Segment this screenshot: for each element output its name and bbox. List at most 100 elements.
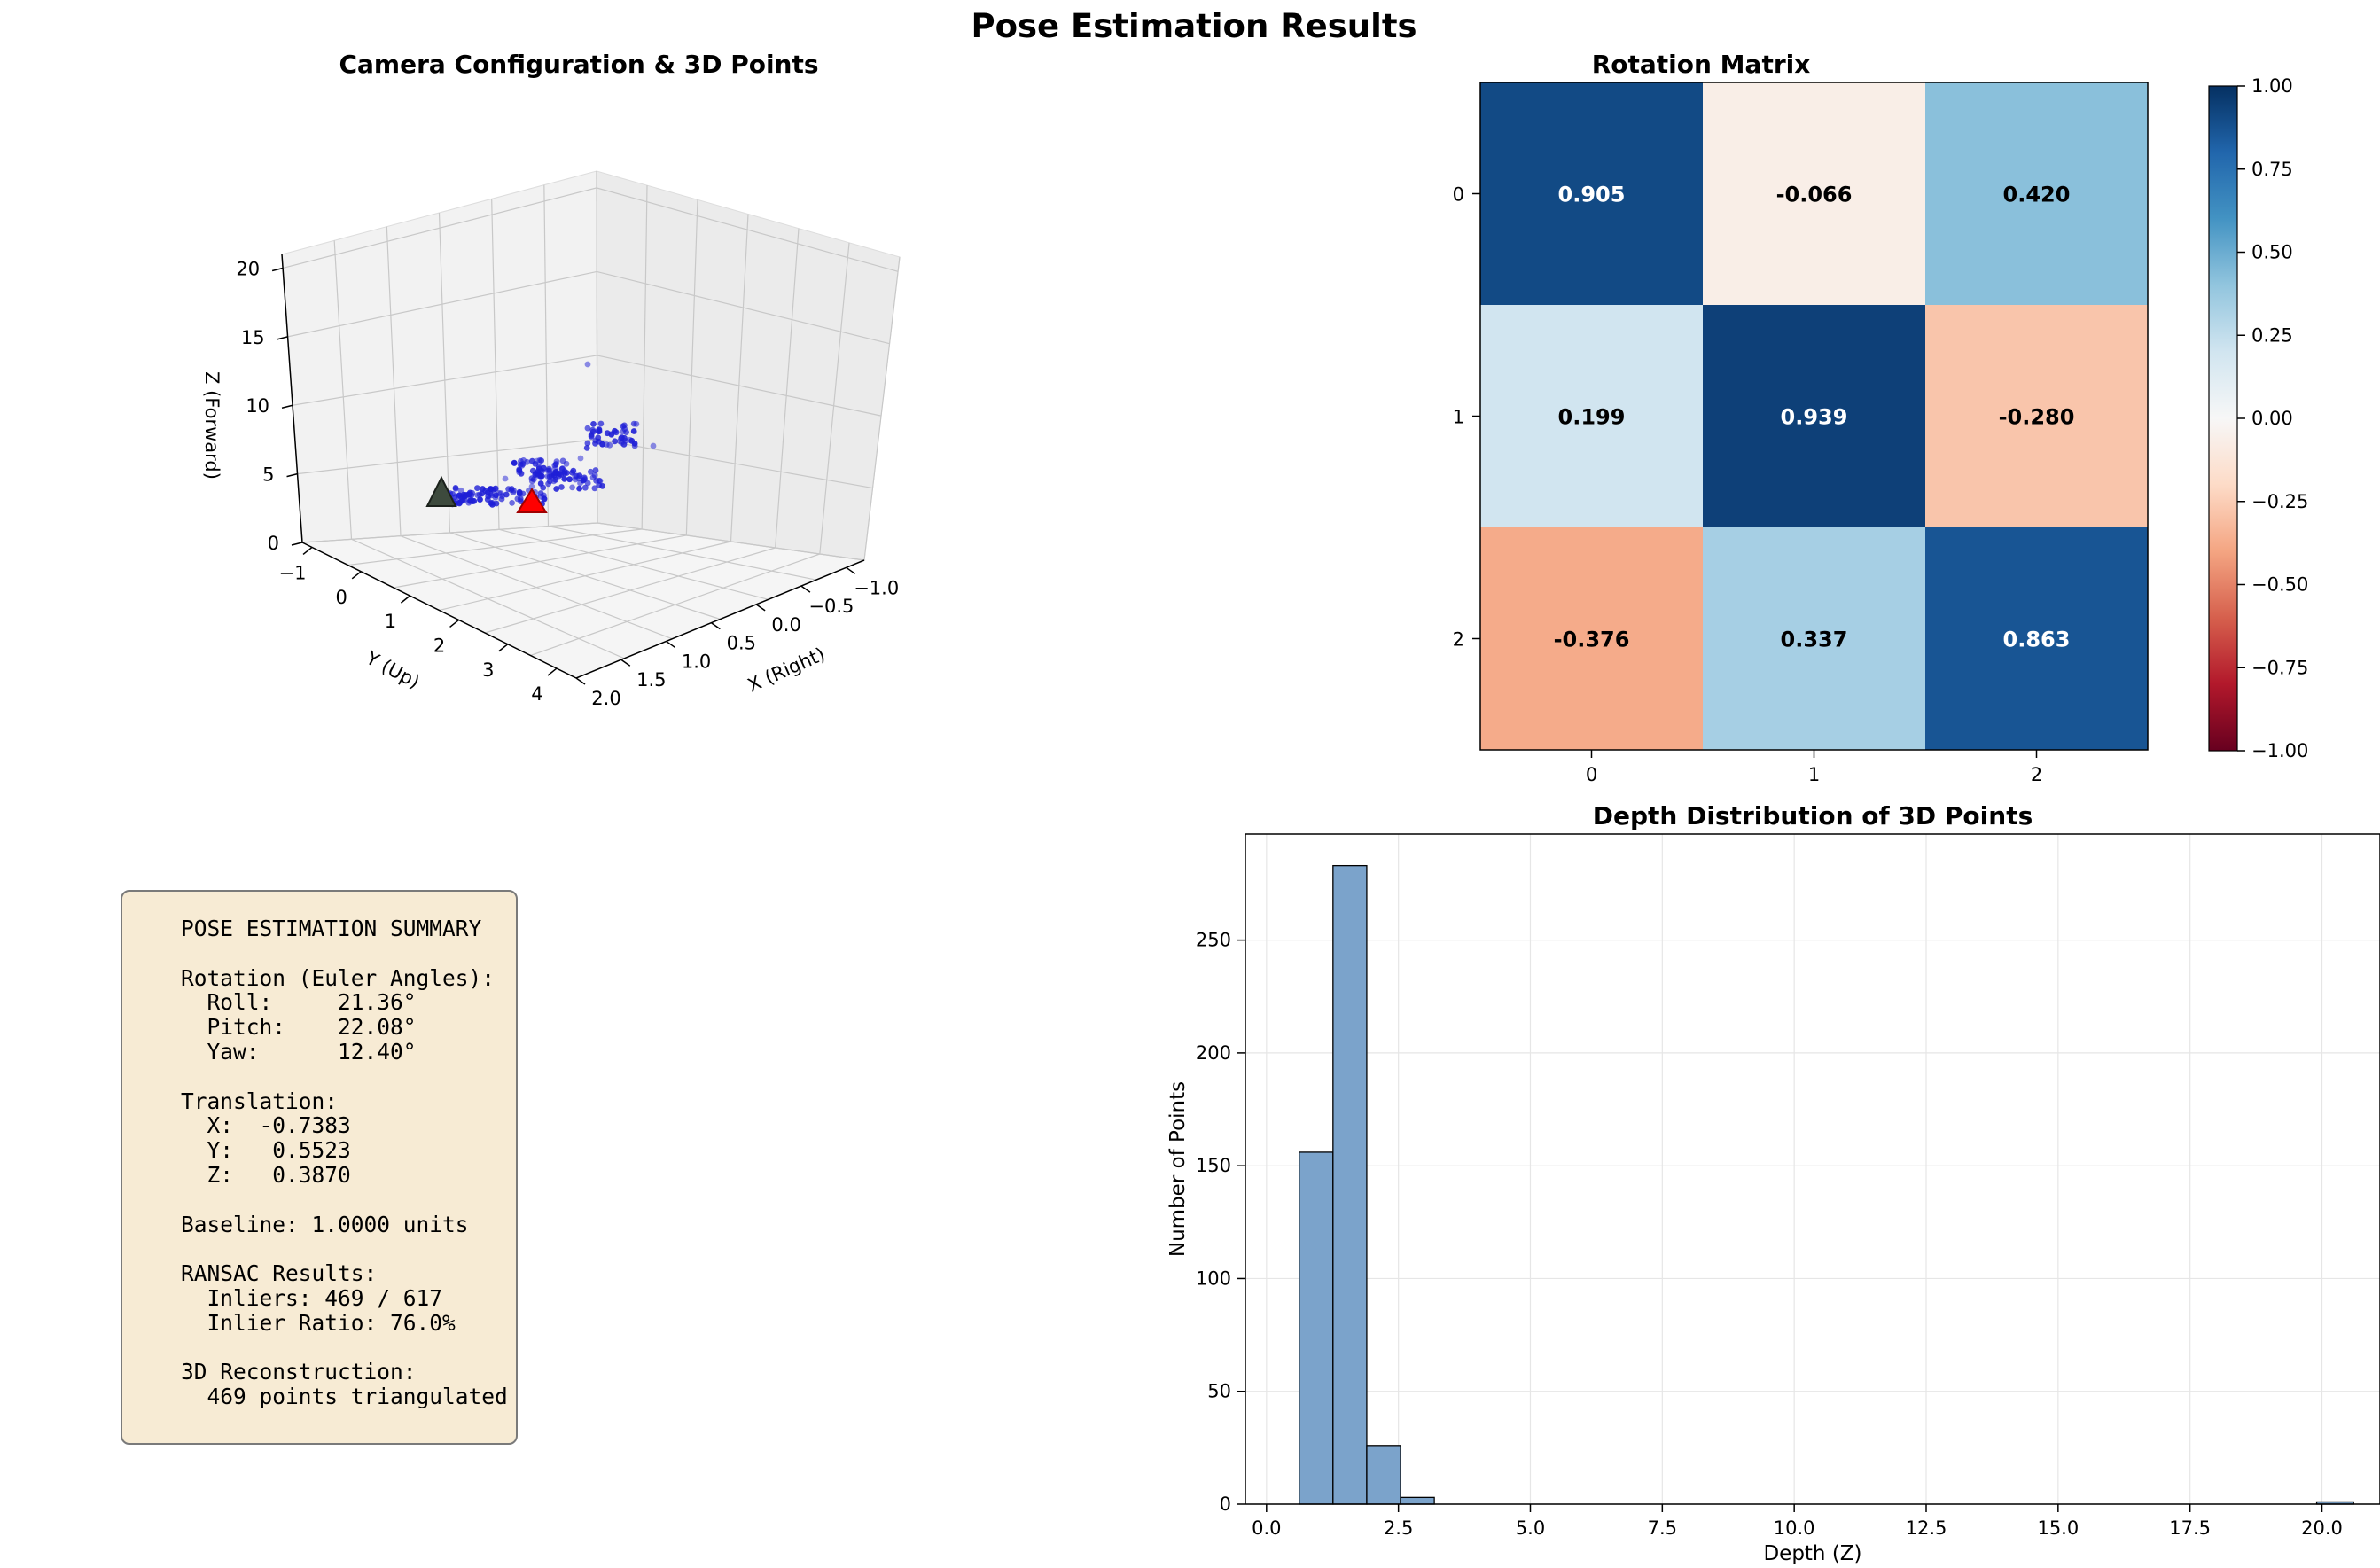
hist-x-tick-label: 10.0	[1774, 1517, 1815, 1539]
hist-y-tick-label: 200	[1196, 1042, 1231, 1064]
y-tick	[498, 644, 509, 652]
histogram-bar	[1299, 1151, 1334, 1505]
x-tick-label: 1.0	[682, 651, 711, 672]
scatter-point	[589, 428, 597, 435]
camera1-marker	[425, 475, 457, 507]
scatter-point	[618, 435, 624, 442]
scatter-point	[569, 484, 575, 491]
colorbar-tick-label: 1.00	[2251, 75, 2293, 97]
heatmap-cell	[1925, 82, 2148, 305]
z-tick	[277, 336, 288, 340]
scatter-point	[581, 476, 588, 483]
z-tick-label: 20	[236, 258, 260, 279]
scatter-point	[577, 455, 584, 462]
hist-x-tick-label: 5.0	[1516, 1517, 1545, 1539]
scatter-point	[496, 489, 503, 496]
heatmap-cell	[1703, 305, 1925, 527]
heatmap-col-label: 1	[1808, 764, 1820, 785]
x-tick-label: 2.0	[591, 688, 620, 709]
scatter-point	[509, 500, 515, 506]
scatter-point	[556, 470, 563, 477]
colorbar-tick-label: −0.50	[2251, 574, 2308, 596]
wall-grid-line	[819, 242, 850, 555]
heatmap-cell	[1703, 82, 1925, 305]
x-axis-label: X (Right)	[745, 644, 828, 697]
wall-grid-line	[301, 522, 865, 561]
histogram-bar	[1366, 1445, 1401, 1505]
scatter-point	[485, 493, 492, 500]
z-tick	[286, 472, 298, 478]
z-axis-line	[281, 254, 303, 543]
scatter-point	[621, 425, 628, 433]
scatter-point	[592, 467, 599, 473]
scatter-point	[548, 473, 555, 480]
scatter-point	[630, 420, 637, 427]
hist-y-tick-label: 0	[1220, 1494, 1231, 1515]
scatter-point	[591, 485, 598, 492]
scatter-point	[584, 425, 591, 432]
scatter-point	[528, 483, 535, 490]
y-tick-label: 2	[433, 635, 445, 656]
scatter-point	[528, 478, 535, 485]
hist-x-tick-label: 17.5	[2169, 1517, 2211, 1539]
scatter-point	[535, 465, 542, 472]
y-tick	[302, 546, 313, 556]
z-tick-label: 15	[241, 327, 265, 348]
scatter-point	[596, 428, 603, 435]
histogram-title: Depth Distribution of 3D Points	[1593, 801, 2033, 831]
heatmap-cell-label: 0.420	[2003, 183, 2071, 207]
scatter-point	[650, 442, 657, 449]
scatter-point	[604, 430, 611, 437]
heatmap-row-label: 0	[1453, 184, 1464, 206]
histogram-bar	[1332, 864, 1368, 1505]
z-axis-label: Z (Forward)	[201, 371, 222, 480]
x-tick-label: −1.0	[854, 577, 899, 598]
hist-x-tick-label: 12.5	[1906, 1517, 1947, 1539]
scatter-point	[551, 462, 558, 469]
x-tick-label: 1.5	[636, 669, 666, 690]
scatter-point	[474, 485, 480, 491]
scatter-point	[467, 497, 473, 504]
histogram-bars	[1299, 864, 2354, 1505]
y-tick	[400, 595, 410, 604]
z-tick	[281, 404, 293, 409]
colorbar	[2208, 85, 2238, 752]
scatter-point	[457, 487, 464, 494]
summary-panel: POSE ESTIMATION SUMMARY Rotation (Euler …	[121, 890, 518, 1445]
heatmap-cell-label: -0.066	[1776, 183, 1853, 207]
scatter-point	[576, 472, 583, 479]
z-tick-label: 5	[262, 464, 274, 486]
heatmap-col-label: 0	[1586, 764, 1597, 785]
colorbar-tick-label: −0.75	[2251, 657, 2308, 678]
x-tick	[710, 622, 721, 630]
scatter-point	[588, 468, 594, 475]
scatter-point	[597, 420, 605, 427]
colorbar-tick-label: 0.00	[2251, 408, 2293, 429]
scatter-point	[576, 485, 582, 492]
colorbar-tick-label: −0.25	[2251, 491, 2308, 512]
wall-grid-line	[730, 214, 749, 542]
scatter-point	[547, 478, 553, 485]
heatmap-cell-label: 0.905	[1558, 183, 1626, 207]
scatter-point	[463, 492, 470, 499]
heatmap-cell-label: 0.939	[1781, 405, 1848, 430]
scatter-point	[505, 486, 511, 493]
scatter-point	[592, 437, 599, 444]
heatmap-cell	[1925, 305, 2148, 527]
scatter-point	[476, 491, 483, 498]
y-axis-line	[301, 542, 577, 679]
heatmap-cell-label: 0.337	[1781, 628, 1848, 652]
x-tick	[846, 566, 856, 574]
scatter-point	[452, 486, 459, 492]
heatmap-col-label: 2	[2031, 764, 2042, 785]
hist-x-tick-label: 15.0	[2037, 1517, 2079, 1539]
heatmap-row-label: 2	[1453, 629, 1464, 651]
hist-y-tick-label: 150	[1196, 1155, 1231, 1176]
x-tick	[666, 640, 675, 649]
heatmap-cell	[1925, 527, 2148, 750]
hist-x-tick-label: 20.0	[2301, 1517, 2343, 1539]
x-tick	[620, 659, 631, 667]
colorbar-tick-label: 0.75	[2251, 159, 2293, 180]
